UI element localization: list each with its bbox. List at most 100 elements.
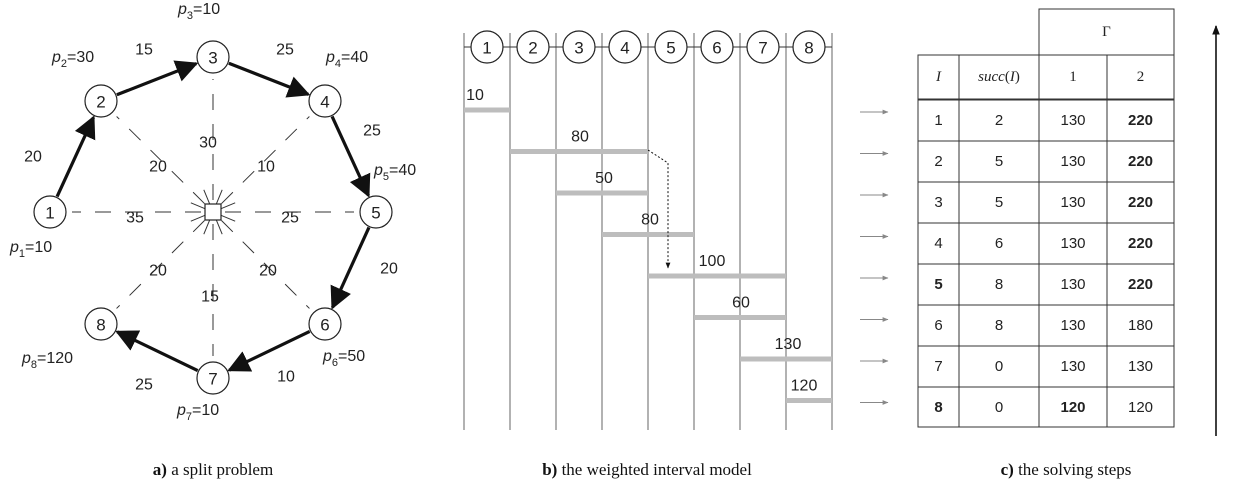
node-label: 1 xyxy=(45,204,54,223)
column-circle xyxy=(654,30,688,64)
caption-a: a) a split problem xyxy=(153,460,273,479)
p-value: =10 xyxy=(192,402,219,419)
spoke-line xyxy=(116,116,205,204)
arc-weight-label: 10 xyxy=(277,369,295,386)
column-label: 8 xyxy=(804,39,813,58)
column-label: 6 xyxy=(712,39,721,58)
center-spike xyxy=(221,202,236,210)
paren-open: ( xyxy=(1005,69,1010,85)
column-circle xyxy=(700,30,734,64)
node-circle xyxy=(84,84,118,118)
center-spike xyxy=(203,220,211,235)
node-weight-label: p2=30 xyxy=(51,49,94,70)
cell-succ: 5 xyxy=(995,194,1003,211)
column-circle xyxy=(608,30,642,64)
arc-weight-label: 25 xyxy=(363,123,381,140)
node-weight-label: p4=40 xyxy=(325,49,368,70)
caption-b: b) the weighted interval model xyxy=(542,460,752,479)
cell-gamma-2: 220 xyxy=(1128,194,1153,211)
spoke-line xyxy=(221,116,310,204)
p-value: =120 xyxy=(37,350,73,367)
succ-word: succ xyxy=(978,69,1005,85)
node-label: 3 xyxy=(208,49,217,68)
p-symbol: p xyxy=(9,239,19,256)
center-spike xyxy=(190,214,205,222)
arc-arrow xyxy=(55,115,96,198)
center-square-icon xyxy=(204,203,222,221)
node-weight-label: p8=120 xyxy=(21,350,73,371)
arc-arrow xyxy=(228,61,311,98)
node-weight-label: p3=10 xyxy=(177,1,220,22)
column-label: 2 xyxy=(528,39,537,58)
arc-arrow xyxy=(116,60,199,97)
p-subscript: 2 xyxy=(61,58,67,70)
column-label: 5 xyxy=(666,39,675,58)
p-subscript: 6 xyxy=(332,357,338,369)
node-label: 4 xyxy=(320,93,329,112)
p-value: =50 xyxy=(338,348,365,365)
panel-b-interval-model: 1 2 3 4 5 6 7 8 10 80 50 80 100 60 130 120 xyxy=(463,30,889,430)
node-label: 5 xyxy=(371,204,380,223)
cell-I: 7 xyxy=(934,358,942,375)
caption-letter: c) xyxy=(1001,460,1014,479)
spoke-line xyxy=(116,220,205,309)
center-spike xyxy=(215,189,223,204)
spoke-weight-label: 20 xyxy=(259,263,277,280)
interval-weight-label: 60 xyxy=(732,295,750,312)
cell-gamma-1: 130 xyxy=(1060,153,1085,170)
spoke-weight-label: 20 xyxy=(149,159,167,176)
col-header-I: I xyxy=(935,69,942,85)
cell-succ: 8 xyxy=(995,276,1003,293)
cell-succ: 0 xyxy=(995,358,1003,375)
node-circle xyxy=(359,195,393,229)
cell-I: 1 xyxy=(934,112,942,129)
center-spike xyxy=(190,202,205,210)
col-header-gamma-2: 2 xyxy=(1137,69,1145,85)
caption-text: a split problem xyxy=(167,460,273,479)
p-subscript: 8 xyxy=(31,359,37,371)
column-circle xyxy=(470,30,504,64)
gamma-header: Γ xyxy=(1102,24,1111,40)
table-border xyxy=(917,54,1175,428)
cell-I: 4 xyxy=(934,235,942,252)
cell-succ: 5 xyxy=(995,153,1003,170)
node-weight-label: p1=10 xyxy=(9,239,52,260)
column-circle xyxy=(792,30,826,64)
column-circle xyxy=(746,30,780,64)
p-value: =30 xyxy=(67,49,94,66)
p-subscript: 7 xyxy=(186,411,192,423)
node-circle xyxy=(196,361,230,395)
cell-succ: 8 xyxy=(995,317,1003,334)
cell-gamma-2: 220 xyxy=(1128,276,1153,293)
spoke-weight-label: 10 xyxy=(257,159,275,176)
spoke-weight-label: 15 xyxy=(201,289,219,306)
successor-arrow xyxy=(647,149,671,269)
cell-succ: 6 xyxy=(995,235,1003,252)
cell-succ: 0 xyxy=(995,399,1003,416)
node-label: 2 xyxy=(96,93,105,112)
cell-gamma-2: 120 xyxy=(1128,399,1153,416)
node-circle xyxy=(308,84,342,118)
column-circle xyxy=(562,30,596,64)
arc-weight-label: 25 xyxy=(135,377,153,394)
cell-I: 8 xyxy=(934,399,942,416)
caption-text: the solving steps xyxy=(1014,460,1132,479)
center-spike xyxy=(215,220,223,235)
cell-gamma-2: 220 xyxy=(1128,112,1153,129)
cell-I: 5 xyxy=(934,276,942,293)
arc-arrow xyxy=(330,115,371,198)
arc-arrow xyxy=(330,226,371,310)
node-label: 8 xyxy=(96,316,105,335)
p-subscript: 3 xyxy=(187,10,193,22)
p-symbol: p xyxy=(373,162,383,179)
column-label: 3 xyxy=(574,39,583,58)
p-symbol: p xyxy=(51,49,61,66)
cell-I: 2 xyxy=(934,153,942,170)
p-value: =10 xyxy=(193,1,220,18)
node-label: 6 xyxy=(320,316,329,335)
node-weight-label: p7=10 xyxy=(176,402,219,423)
cell-gamma-2: 130 xyxy=(1128,358,1153,375)
succ-arg: I xyxy=(1009,69,1016,85)
interval-weight-label: 120 xyxy=(791,378,818,395)
